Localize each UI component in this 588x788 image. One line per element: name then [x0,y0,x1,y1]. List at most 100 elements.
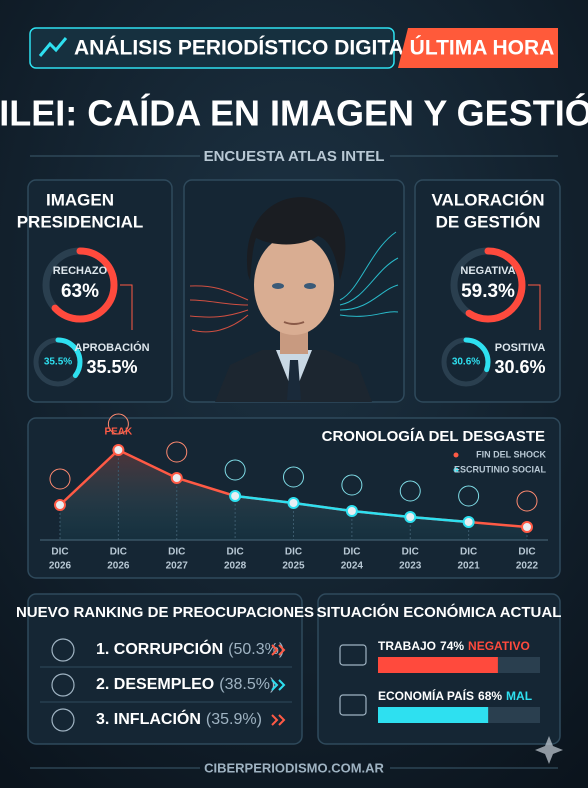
row-icon [339,644,367,666]
point [521,521,533,533]
bar [378,707,489,723]
panel-title: DE GESTIÓN [436,212,541,231]
legend-label: ESCRUTINIO SOCIAL [454,464,547,474]
icon-circle [283,466,304,488]
icon-circle [341,474,363,496]
econ-verdict: MAL [506,689,532,703]
rank-label: 3. INFLACIÓN [96,709,201,728]
x-tick-label: DIC [343,547,360,558]
x-tick-label: 2028 [224,561,247,572]
rank-row: 1. CORRUPCIÓN (50.3%) [96,639,284,658]
x-tick-label: DIC [227,547,244,558]
point [287,497,300,509]
econ-value: 68% [478,689,502,703]
x-tick-label: 2021 [458,561,481,572]
tag-box [29,27,395,69]
econ-row: ECONOMÍA PAÍS 68% MAL [378,688,532,703]
header-badge: ÚLTIMA HORA [410,36,555,60]
x-tick-label: DIC [402,547,419,558]
x-tick-label: DIC [285,547,302,558]
rank-value: (38.5%) [219,676,275,693]
ring-label: POSITIVA [495,342,546,354]
connector [120,284,133,330]
icon-circle [166,441,188,463]
header-tag: ANÁLISIS PERIODÍSTICO DIGITAL [74,37,417,60]
panel-title: SITUACIÓN ECONÓMICA ACTUAL [317,603,562,621]
panel [27,179,173,403]
x-tick-label: 2023 [399,561,422,572]
chevron [271,644,279,656]
ring-value: 30.6% [494,357,545,377]
x-tick-label: 2024 [341,561,364,572]
main-title: MILEI: CAÍDA EN IMAGEN Y GESTIÓN [0,92,588,134]
portrait [189,197,399,402]
row-icon [51,638,75,662]
point [54,499,66,511]
rank-row: 3. INFLACIÓN (35.9%) [96,709,262,728]
ring-value: 35.5% [86,357,137,377]
icon-circle [458,485,480,507]
ring-inner-value: 30.6% [452,357,480,368]
icon-circle [224,459,246,481]
row-icon [51,673,75,697]
chevron [271,679,279,691]
timeline-title: CRONOLOGÍA DEL DESGASTE [322,428,545,445]
ring-label: RECHAZO [53,265,108,277]
ring-arc [441,337,491,387]
econ-verdict: NEGATIVO [468,639,530,653]
econ-label: TRABAJO [378,639,436,653]
x-tick-label: 2027 [166,561,189,572]
econ-row: TRABAJO 74% NEGATIVO [378,639,530,653]
legend-label: FIN DEL SHOCK [476,449,546,459]
point [112,444,125,456]
ring-value: 63% [61,281,99,302]
chevron [278,644,286,656]
row-icon [339,694,367,716]
chevron [278,714,286,726]
x-tick-label: 2026 [49,561,72,572]
chevron [271,714,279,726]
x-tick-label: 2025 [282,561,305,572]
panel-title: NUEVO RANKING DE PREOCUPACIONES [16,604,314,621]
x-tick-label: DIC [518,547,535,558]
ring-arc [42,247,118,323]
ring-arc [450,247,526,323]
icon-circle [49,468,71,490]
x-tick-label: 2026 [107,561,130,572]
panel-title: PRESIDENCIAL [17,212,144,231]
x-tick-label: DIC [110,547,127,558]
rank-label: 1. CORRUPCIÓN [96,639,223,658]
x-tick-label: DIC [168,547,185,558]
ring-label: NEGATIVA [460,265,515,277]
peak-label: PEAK [104,427,133,438]
rank-value: (50.3%) [228,641,284,658]
legend-dot [453,452,459,458]
rank-label: 2. DESEMPLEO [96,676,214,693]
point [345,505,358,517]
trend-icon [38,37,68,57]
ring-label: APROBACIÓN [74,341,149,354]
x-tick-label: DIC [460,547,477,558]
row-icon [51,708,75,732]
sparkle [535,736,563,764]
connector [528,284,541,330]
x-tick-label: 2022 [516,561,539,572]
chevron [278,679,286,691]
icon-circle [107,413,129,435]
bar [378,657,498,673]
badge-box [398,28,558,68]
ring-value: 59.3% [461,281,515,302]
point [229,490,242,502]
x-tick-label: DIC [51,547,68,558]
ring-inner-value: 35.5% [44,357,72,368]
rank-value: (35.9%) [206,711,262,728]
icon-circle [399,480,421,502]
icon-circle [516,490,538,512]
point [404,511,417,523]
econ-value: 74% [440,639,464,653]
legend-dot [453,467,459,473]
panel [27,593,303,745]
footer: CIBERPERIODISMO.COM.AR [204,760,384,775]
subtitle: ENCUESTA ATLAS INTEL [204,148,385,165]
